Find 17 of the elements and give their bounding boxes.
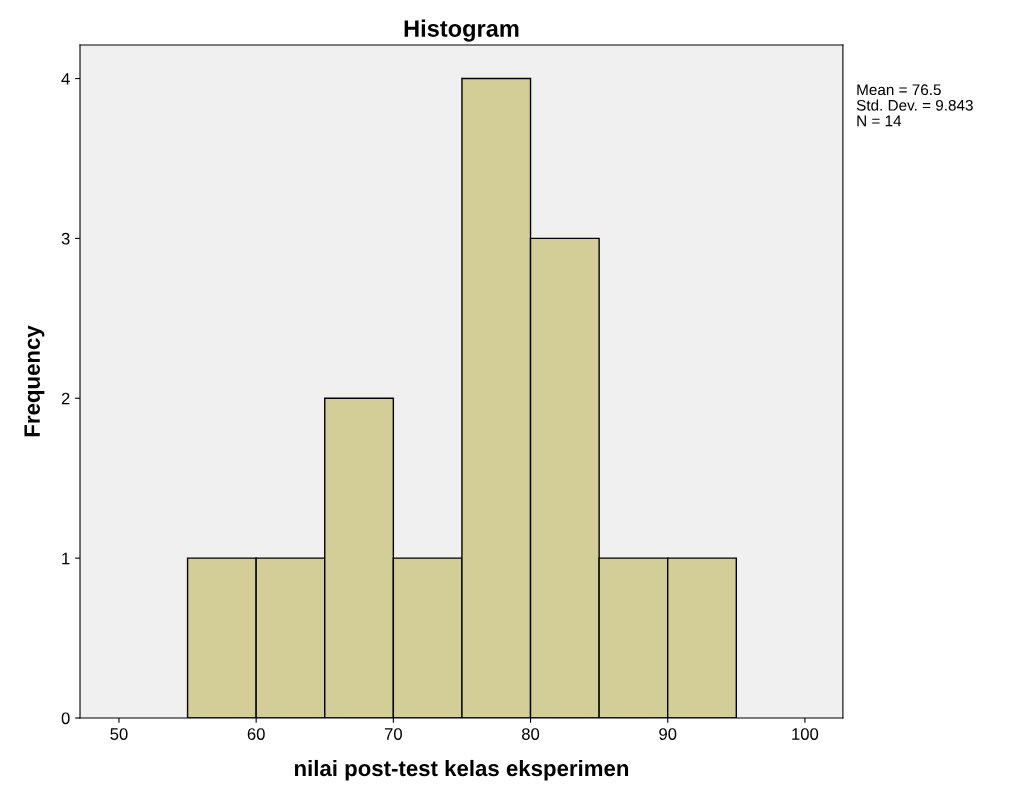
- x-tick-label: 100: [792, 728, 819, 740]
- text: N = 14: [857, 115, 902, 127]
- y-axis-title: Frequency: [24, 325, 45, 437]
- x-tick-label: 90: [659, 728, 677, 740]
- text: Std. Dev. = 9.843: [856, 99, 973, 111]
- chart-title: Histogram: [404, 19, 519, 42]
- y-tick-label: 2: [61, 392, 70, 405]
- y-tick-label: 4: [61, 73, 70, 85]
- y-tick-label: 3: [61, 232, 70, 245]
- y-tick-label: 1: [62, 552, 70, 565]
- x-tick-label: 50: [110, 728, 128, 740]
- text: Mean = 76.5: [857, 84, 941, 96]
- y-tick-label: 0: [61, 712, 70, 725]
- x-tick-label: 60: [247, 728, 265, 740]
- x-axis-title: nilai post-test kelas eksperimen: [294, 759, 629, 781]
- x-tick-label: 70: [384, 728, 402, 740]
- x-tick-label: 80: [521, 728, 540, 740]
